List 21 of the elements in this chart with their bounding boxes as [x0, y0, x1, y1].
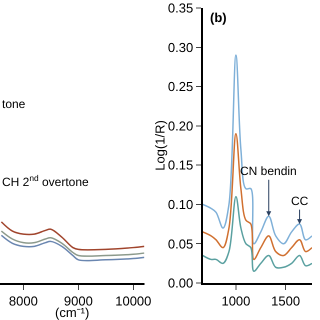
- y-tick-label: 0.05: [168, 236, 194, 252]
- text: tone: [2, 97, 26, 111]
- x-tick-label: 1000: [221, 294, 250, 309]
- line-series: [202, 132, 312, 260]
- line-series: [202, 54, 312, 244]
- y-tick-label: 0.30: [168, 40, 194, 55]
- line-series: [202, 196, 312, 272]
- y-axis-title: Log(1/R): [152, 120, 168, 171]
- y-tick-label: 0.20: [168, 118, 194, 134]
- annotation: CN bendin: [240, 164, 297, 178]
- y-tick-label: 0.35: [168, 0, 194, 16]
- x-tick-label: 8000: [8, 294, 38, 309]
- chart-title: (b): [210, 10, 227, 25]
- annotation: CC: [291, 194, 309, 208]
- x-tick-label: 1500: [271, 294, 300, 309]
- y-tick-label: 0.15: [168, 158, 194, 173]
- x-tick-label: 10000: [115, 294, 152, 309]
- y-tick-label: 0.25: [168, 79, 194, 94]
- y-tick-label: 0.00: [168, 276, 194, 291]
- text: CH 2$^{nd}$ overtone: [2, 173, 90, 190]
- y-tick-label: 0.10: [168, 196, 194, 212]
